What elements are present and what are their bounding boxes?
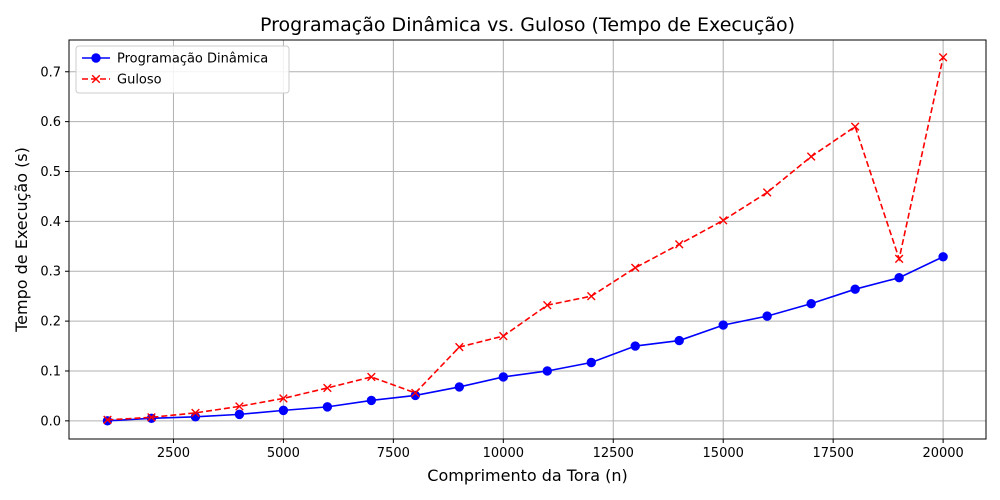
x-tick-label: 2500 bbox=[157, 446, 190, 461]
data-point bbox=[762, 188, 772, 197]
x-marker-stroke bbox=[103, 415, 112, 425]
x-marker-stroke bbox=[542, 300, 552, 310]
y-axis-title: Tempo de Execução (s) bbox=[12, 147, 31, 333]
legend-label: Guloso bbox=[117, 73, 162, 88]
x-marker-stroke bbox=[367, 372, 376, 382]
legend-entry: Guloso bbox=[82, 73, 162, 88]
data-point bbox=[630, 263, 640, 273]
x-marker-stroke bbox=[894, 254, 904, 264]
data-point bbox=[542, 366, 552, 376]
legend-box bbox=[75, 45, 290, 94]
x-tick-label: 5000 bbox=[267, 446, 300, 461]
x-marker-stroke bbox=[586, 291, 596, 301]
data-point bbox=[455, 342, 464, 352]
x-marker-stroke bbox=[235, 402, 244, 411]
x-marker-stroke bbox=[674, 240, 684, 249]
data-point bbox=[762, 311, 772, 321]
y-tick-label: 0.2 bbox=[40, 315, 61, 330]
x-tick-label: 7500 bbox=[377, 446, 410, 461]
data-point bbox=[938, 252, 948, 262]
y-tick-label: 0.6 bbox=[40, 115, 61, 130]
x-marker-stroke bbox=[718, 216, 728, 225]
series-line bbox=[107, 57, 944, 421]
data-point bbox=[630, 341, 640, 351]
x-tick-label: 12500 bbox=[593, 446, 634, 461]
data-point bbox=[191, 408, 200, 418]
x-marker-stroke bbox=[455, 342, 464, 352]
y-tick-label: 0.0 bbox=[40, 414, 61, 429]
data-point bbox=[806, 152, 816, 161]
data-point bbox=[542, 300, 552, 310]
data-point bbox=[367, 372, 376, 382]
data-point bbox=[938, 53, 948, 62]
x-marker-stroke bbox=[323, 383, 332, 393]
data-point bbox=[279, 394, 288, 403]
data-point bbox=[498, 372, 509, 382]
data-point bbox=[235, 402, 244, 411]
y-tick-label: 0.4 bbox=[40, 215, 61, 230]
x-tick-label: 15000 bbox=[703, 446, 744, 461]
chart-title: Programação Dinâmica vs. Guloso (Tempo d… bbox=[260, 14, 795, 36]
data-point bbox=[410, 390, 421, 401]
axes-frame bbox=[68, 39, 987, 440]
data-point bbox=[411, 388, 420, 398]
data-point bbox=[102, 416, 113, 426]
grid bbox=[69, 40, 986, 439]
data-point bbox=[718, 320, 728, 330]
data-point bbox=[850, 284, 860, 294]
x-axis-title: Comprimento da Tora (n) bbox=[427, 466, 627, 485]
data-point bbox=[234, 409, 245, 420]
x-marker-stroke bbox=[938, 53, 948, 62]
y-tick-label: 0.1 bbox=[40, 364, 61, 379]
legend-marker bbox=[91, 53, 101, 63]
x-marker-stroke bbox=[630, 263, 640, 273]
x-marker-stroke bbox=[91, 74, 101, 84]
x-tick-label: 20000 bbox=[922, 446, 963, 461]
data-point bbox=[894, 273, 904, 283]
x-marker-stroke bbox=[850, 122, 860, 131]
x-marker-stroke bbox=[499, 331, 508, 341]
data-point bbox=[278, 405, 289, 416]
series-0 bbox=[102, 252, 948, 426]
y-tick-label: 0.5 bbox=[40, 165, 61, 180]
ticks: 2500 5000 7500 10000 12500 15000 17500 20000 0.0… bbox=[40, 65, 963, 461]
legend-marker bbox=[91, 74, 101, 84]
data-point bbox=[454, 382, 465, 392]
data-point bbox=[366, 395, 377, 406]
x-marker-stroke bbox=[806, 152, 816, 161]
x-marker-stroke bbox=[147, 413, 156, 422]
data-point bbox=[586, 291, 596, 301]
legend-label: Programação Dinâmica bbox=[117, 52, 268, 67]
y-tick-label: 0.3 bbox=[40, 265, 61, 280]
x-tick-label: 17500 bbox=[812, 446, 853, 461]
data-point bbox=[103, 415, 112, 425]
data-point bbox=[147, 413, 156, 422]
x-marker-stroke bbox=[191, 408, 200, 418]
data-point bbox=[323, 383, 332, 393]
series-layer bbox=[102, 53, 948, 426]
y-tick-label: 0.7 bbox=[40, 65, 61, 80]
data-point bbox=[850, 122, 860, 131]
x-marker-stroke bbox=[762, 188, 772, 197]
legend-entry: Programação Dinâmica bbox=[82, 52, 268, 67]
x-marker-stroke bbox=[411, 388, 420, 398]
data-point bbox=[586, 357, 596, 368]
data-point bbox=[674, 335, 684, 346]
x-tick-label: 10000 bbox=[483, 446, 524, 461]
legend: Programação Dinâmica Guloso bbox=[75, 45, 290, 94]
data-point bbox=[322, 402, 333, 412]
data-point bbox=[806, 298, 816, 309]
data-point bbox=[894, 254, 904, 264]
data-point bbox=[499, 331, 508, 341]
x-marker-stroke bbox=[279, 394, 288, 403]
data-point bbox=[674, 240, 684, 249]
data-point bbox=[146, 413, 157, 424]
series-1 bbox=[103, 53, 948, 425]
data-point bbox=[718, 216, 728, 225]
series-line bbox=[107, 256, 944, 422]
